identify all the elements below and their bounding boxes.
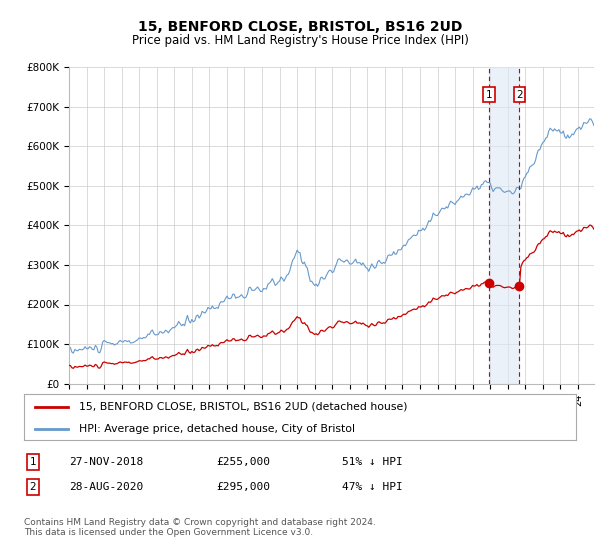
Text: 15, BENFORD CLOSE, BRISTOL, BS16 2UD: 15, BENFORD CLOSE, BRISTOL, BS16 2UD [138,20,462,34]
Text: 2: 2 [29,482,37,492]
Text: 15, BENFORD CLOSE, BRISTOL, BS16 2UD (detached house): 15, BENFORD CLOSE, BRISTOL, BS16 2UD (de… [79,402,408,412]
Bar [489,67,520,384]
Text: HPI: Average price, detached house, City of Bristol: HPI: Average price, detached house, City… [79,424,355,435]
Text: Contains HM Land Registry data © Crown copyright and database right 2024.
This d: Contains HM Land Registry data © Crown c… [24,518,376,538]
Text: 27-NOV-2018: 27-NOV-2018 [69,457,143,467]
Text: Price paid vs. HM Land Registry's House Price Index (HPI): Price paid vs. HM Land Registry's House … [131,34,469,46]
Text: £295,000: £295,000 [216,482,270,492]
Text: 51% ↓ HPI: 51% ↓ HPI [342,457,403,467]
Text: 47% ↓ HPI: 47% ↓ HPI [342,482,403,492]
Text: £255,000: £255,000 [216,457,270,467]
Text: 2: 2 [516,90,523,100]
Text: 28-AUG-2020: 28-AUG-2020 [69,482,143,492]
Text: 1: 1 [485,90,492,100]
Text: 1: 1 [29,457,37,467]
